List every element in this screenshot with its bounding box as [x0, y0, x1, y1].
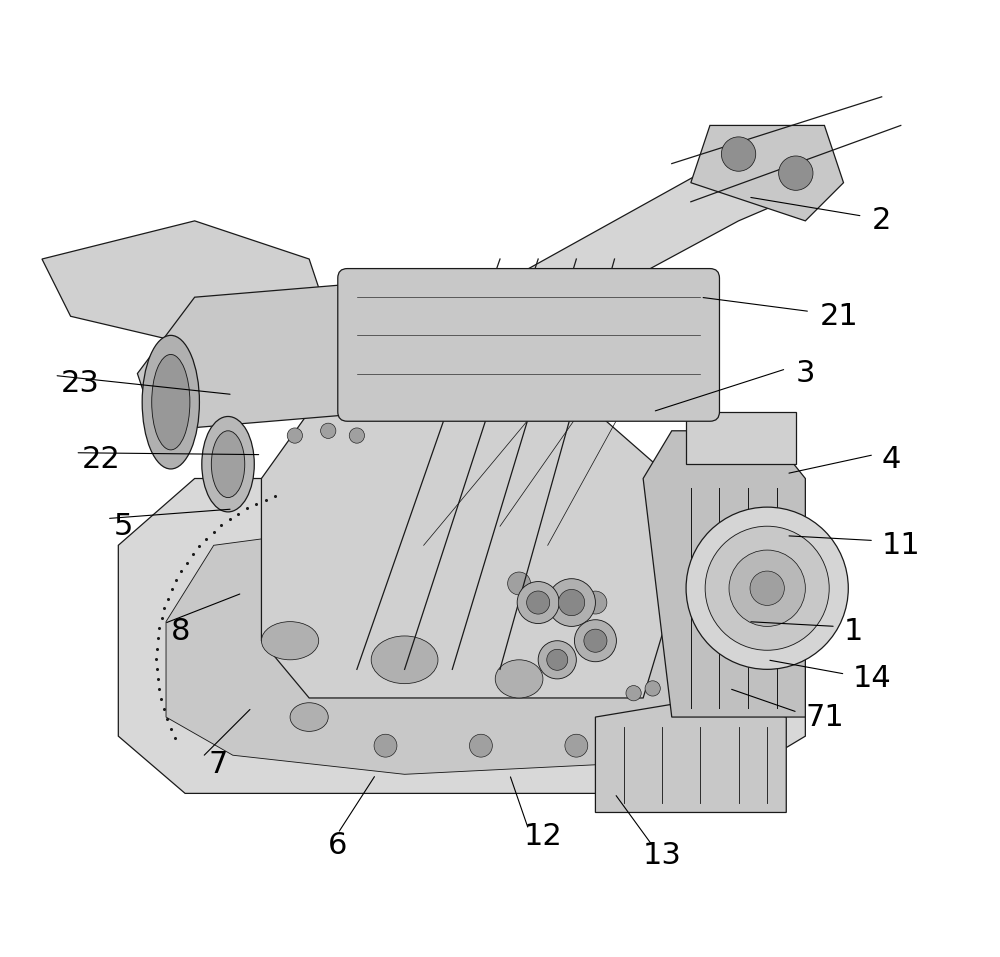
- Ellipse shape: [211, 431, 245, 498]
- Polygon shape: [261, 412, 672, 698]
- FancyBboxPatch shape: [338, 269, 719, 421]
- Circle shape: [547, 649, 568, 670]
- Ellipse shape: [142, 335, 199, 469]
- Text: 7: 7: [209, 750, 228, 779]
- FancyBboxPatch shape: [686, 412, 796, 464]
- Circle shape: [729, 550, 805, 627]
- Circle shape: [686, 507, 848, 669]
- Polygon shape: [166, 526, 691, 774]
- Polygon shape: [118, 478, 805, 793]
- Ellipse shape: [371, 636, 438, 683]
- Circle shape: [721, 137, 756, 171]
- Text: 22: 22: [82, 445, 121, 474]
- Circle shape: [287, 428, 302, 443]
- Text: 13: 13: [643, 841, 682, 870]
- Text: 12: 12: [524, 822, 562, 851]
- Polygon shape: [595, 698, 786, 812]
- Circle shape: [517, 582, 559, 624]
- Circle shape: [548, 579, 595, 627]
- Polygon shape: [137, 278, 424, 431]
- Circle shape: [584, 629, 607, 653]
- Circle shape: [527, 591, 550, 614]
- Text: 2: 2: [872, 207, 892, 235]
- Text: 14: 14: [853, 664, 892, 694]
- Polygon shape: [643, 431, 805, 717]
- Polygon shape: [347, 125, 805, 412]
- Text: 4: 4: [882, 445, 901, 474]
- Circle shape: [374, 734, 397, 757]
- Circle shape: [321, 423, 336, 438]
- Circle shape: [750, 571, 784, 606]
- Text: 21: 21: [820, 301, 858, 331]
- Circle shape: [705, 526, 829, 650]
- Circle shape: [626, 685, 641, 701]
- Text: 5: 5: [114, 512, 133, 541]
- Text: 8: 8: [171, 616, 190, 646]
- Text: 1: 1: [844, 616, 863, 646]
- Ellipse shape: [202, 416, 254, 512]
- Text: 6: 6: [328, 832, 347, 860]
- Ellipse shape: [495, 659, 543, 698]
- Text: 23: 23: [61, 368, 100, 397]
- Polygon shape: [691, 125, 844, 221]
- Circle shape: [508, 572, 531, 595]
- Polygon shape: [42, 221, 328, 354]
- Text: 71: 71: [805, 702, 844, 731]
- Circle shape: [645, 680, 660, 696]
- Circle shape: [469, 734, 492, 757]
- Circle shape: [349, 428, 365, 443]
- Circle shape: [565, 734, 588, 757]
- Text: 11: 11: [882, 531, 920, 560]
- Circle shape: [574, 620, 616, 661]
- Ellipse shape: [290, 702, 328, 731]
- Circle shape: [584, 591, 607, 614]
- Circle shape: [779, 156, 813, 190]
- Circle shape: [538, 641, 576, 679]
- Circle shape: [558, 590, 585, 615]
- Text: 3: 3: [796, 359, 815, 388]
- Ellipse shape: [152, 354, 190, 450]
- Ellipse shape: [261, 622, 319, 659]
